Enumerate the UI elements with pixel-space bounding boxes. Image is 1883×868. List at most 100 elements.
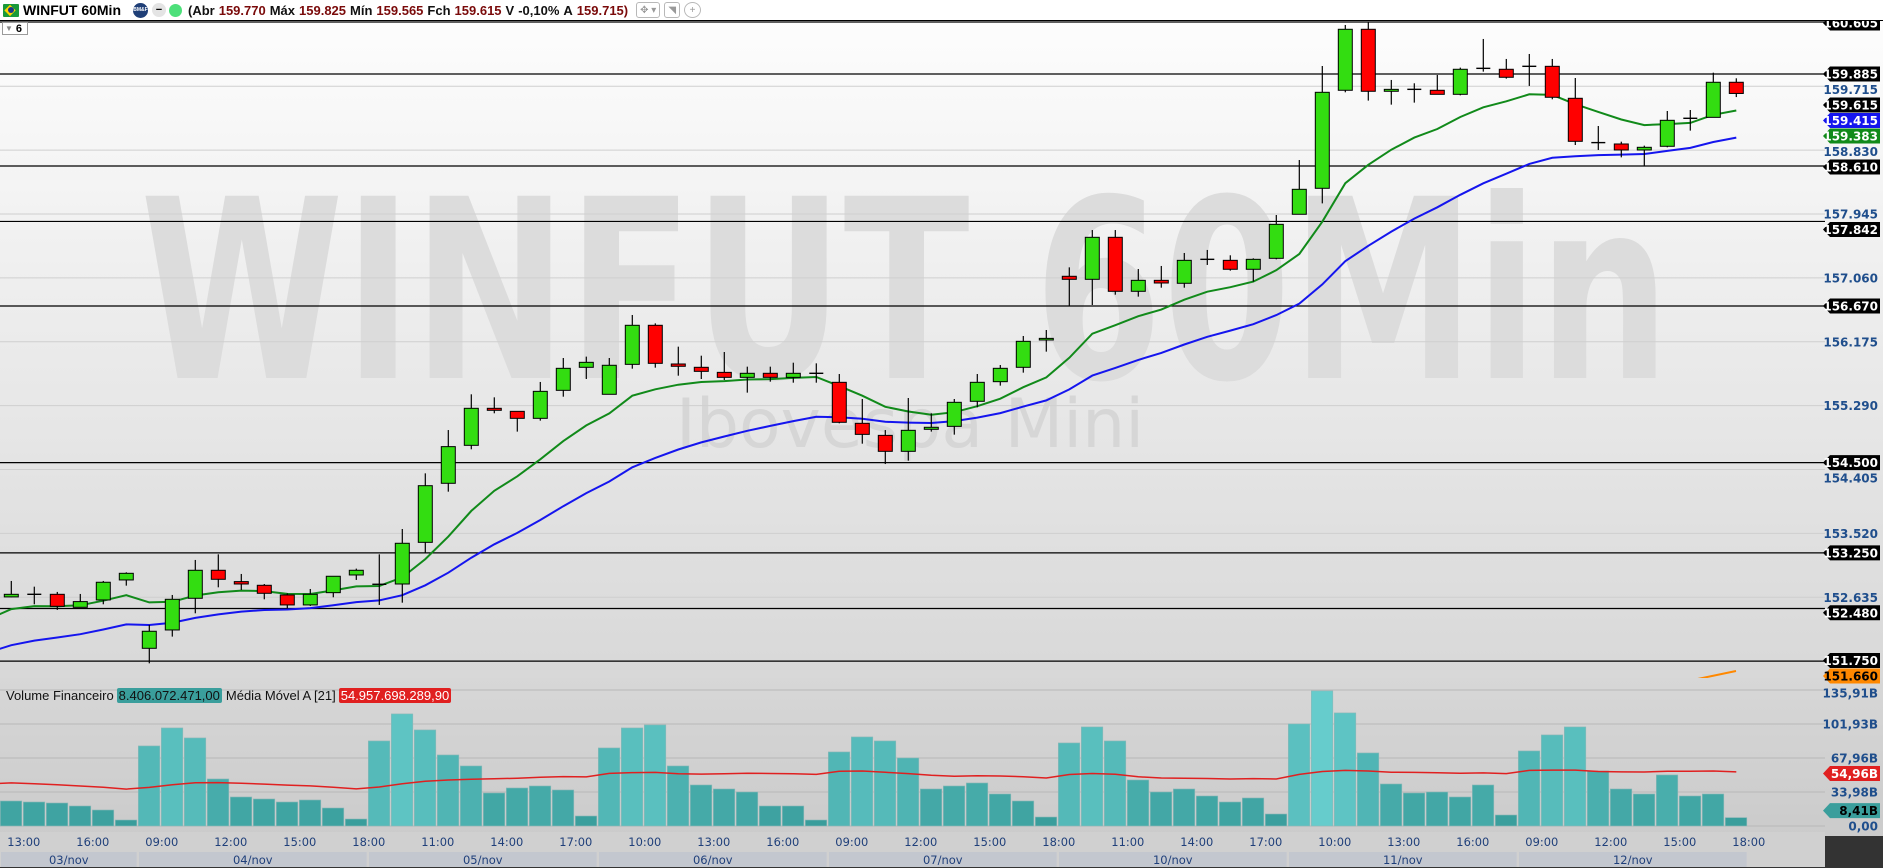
candle-body — [141, 630, 157, 649]
volume-bar — [551, 789, 575, 827]
candle-body — [785, 372, 801, 378]
date-cell[interactable]: 11/nov — [1289, 852, 1517, 868]
arrow-corner-icon[interactable]: ◥ — [664, 2, 681, 18]
candle — [1452, 67, 1468, 96]
watermark-subtitle: Ibovespa Mini — [676, 385, 1144, 464]
volume-bar — [1587, 770, 1610, 827]
time-label: 12:00 — [214, 835, 247, 849]
crosshair-dropdown-icon[interactable]: ✥ ▾ — [636, 2, 661, 18]
volume-bar — [781, 805, 805, 827]
period-selector[interactable]: ▼ 6 — [2, 22, 28, 35]
candle — [1153, 265, 1169, 288]
line-price-tag[interactable]: 156.670 — [1823, 298, 1880, 314]
candle — [394, 528, 410, 603]
volume-bar — [896, 757, 920, 827]
volume-bar — [988, 793, 1012, 827]
candle — [95, 580, 111, 605]
axis-label: 152.635 — [1823, 591, 1878, 605]
date-cell[interactable]: 07/nov — [829, 852, 1057, 868]
candle-body — [1153, 279, 1169, 284]
line-price-tag[interactable]: 153.250 — [1823, 545, 1880, 561]
line-price-tag[interactable]: 158.610 — [1823, 159, 1880, 175]
volume-bar — [1518, 750, 1541, 827]
candle-body — [716, 371, 732, 378]
line-price-tag-shape — [1823, 159, 1880, 175]
horizontal-lines[interactable] — [0, 21, 1825, 662]
date-cell[interactable]: 12/nov — [1519, 852, 1747, 868]
axis-label: 158.830 — [1823, 145, 1878, 159]
axis-label: 154.405 — [1823, 472, 1878, 486]
time-axis[interactable]: 13:00 16:00 09:00 12:00 15:00 18:00 11:00 14:00… — [0, 835, 1883, 868]
candlesticks — [3, 22, 1744, 664]
candle-body — [463, 407, 479, 446]
volume-bar — [597, 747, 621, 827]
volume-bar — [1011, 800, 1035, 827]
candle-body — [1222, 259, 1238, 270]
line-price-tag-shape — [1823, 298, 1880, 314]
candle-body — [1291, 188, 1307, 215]
volume-bar — [528, 785, 552, 827]
volume-bar — [1426, 791, 1449, 827]
volume-bar — [1541, 734, 1564, 827]
line-price-tag[interactable]: 152.480 — [1823, 605, 1880, 621]
volume-bar — [1610, 788, 1633, 827]
date-cell[interactable]: 06/nov — [599, 852, 827, 868]
volume-bar — [1035, 816, 1058, 827]
candle — [1705, 72, 1721, 118]
indicator-tag[interactable]: 151.660 — [1823, 668, 1880, 684]
date-cell[interactable]: 05/nov — [369, 852, 597, 868]
line-price-tag-text: 152.480 — [1823, 606, 1878, 620]
volume-legend: Volume Financeiro 8.406.072.471,00 Média… — [6, 688, 455, 703]
candle — [49, 591, 65, 610]
volume-last-tag-text: 8,41B — [1839, 804, 1878, 818]
volume-bar — [1311, 690, 1334, 827]
volume-bar — [1656, 774, 1679, 827]
time-label: 15:00 — [973, 835, 1006, 849]
date-cell-bg — [1059, 852, 1287, 868]
candle-body — [1705, 81, 1721, 118]
candle-body — [1268, 223, 1284, 259]
volume-ma-tag[interactable]: 54,96B — [1823, 765, 1880, 781]
line-price-tag[interactable]: 157.842 — [1823, 221, 1880, 237]
ma-slow-tag[interactable]: 159.415 — [1823, 112, 1880, 128]
line-price-tag[interactable]: 154.500 — [1823, 455, 1880, 471]
chevron-down-icon: ▼ — [5, 24, 13, 33]
candle — [969, 374, 985, 408]
line-price-tag[interactable]: 151.750 — [1823, 653, 1880, 668]
low-value: 159.565 — [376, 2, 424, 18]
candle — [647, 323, 663, 368]
date-cell[interactable]: 04/nov — [139, 852, 367, 868]
candle-body — [1544, 65, 1560, 98]
candle — [463, 394, 479, 450]
last-price-tag[interactable]: 159.615 — [1823, 97, 1880, 113]
volume-bar — [1173, 788, 1196, 827]
date-cell[interactable]: 03/nov — [1, 852, 137, 868]
candle-body — [670, 363, 686, 367]
candle — [325, 575, 341, 598]
volume-bar — [712, 788, 736, 827]
volume-last-tag[interactable]: 8,41B — [1823, 803, 1880, 819]
variation-value: -0,10% — [518, 2, 560, 18]
ma-fast-line — [0, 93, 1737, 616]
line-price-tag-text: 154.500 — [1823, 456, 1878, 470]
candle-body — [233, 581, 249, 585]
symbol-title[interactable]: WINFUT 60Min — [23, 2, 121, 18]
plus-icon[interactable]: + — [684, 2, 702, 18]
candle — [233, 573, 249, 590]
time-label: 14:00 — [1180, 835, 1213, 849]
line-price-tag[interactable]: 159.885 — [1823, 66, 1880, 82]
candle — [1360, 22, 1376, 101]
candle-body — [555, 367, 571, 391]
date-label: 07/nov — [923, 853, 963, 867]
volume-ma-value-badge: 54.957.698.289,90 — [338, 688, 452, 703]
variation-label: V — [505, 2, 515, 18]
ma-fast-tag[interactable]: 159.383 — [1823, 128, 1880, 144]
minus-icon[interactable]: − — [152, 3, 166, 17]
line-price-tag-text: 157.842 — [1823, 223, 1878, 237]
date-cell[interactable]: 10/nov — [1059, 852, 1287, 868]
volume-bar — [367, 740, 391, 827]
volume-bar — [207, 778, 230, 827]
right-axis[interactable]: 160.605159.885159.715159.615159.415159.3… — [1823, 15, 1880, 834]
